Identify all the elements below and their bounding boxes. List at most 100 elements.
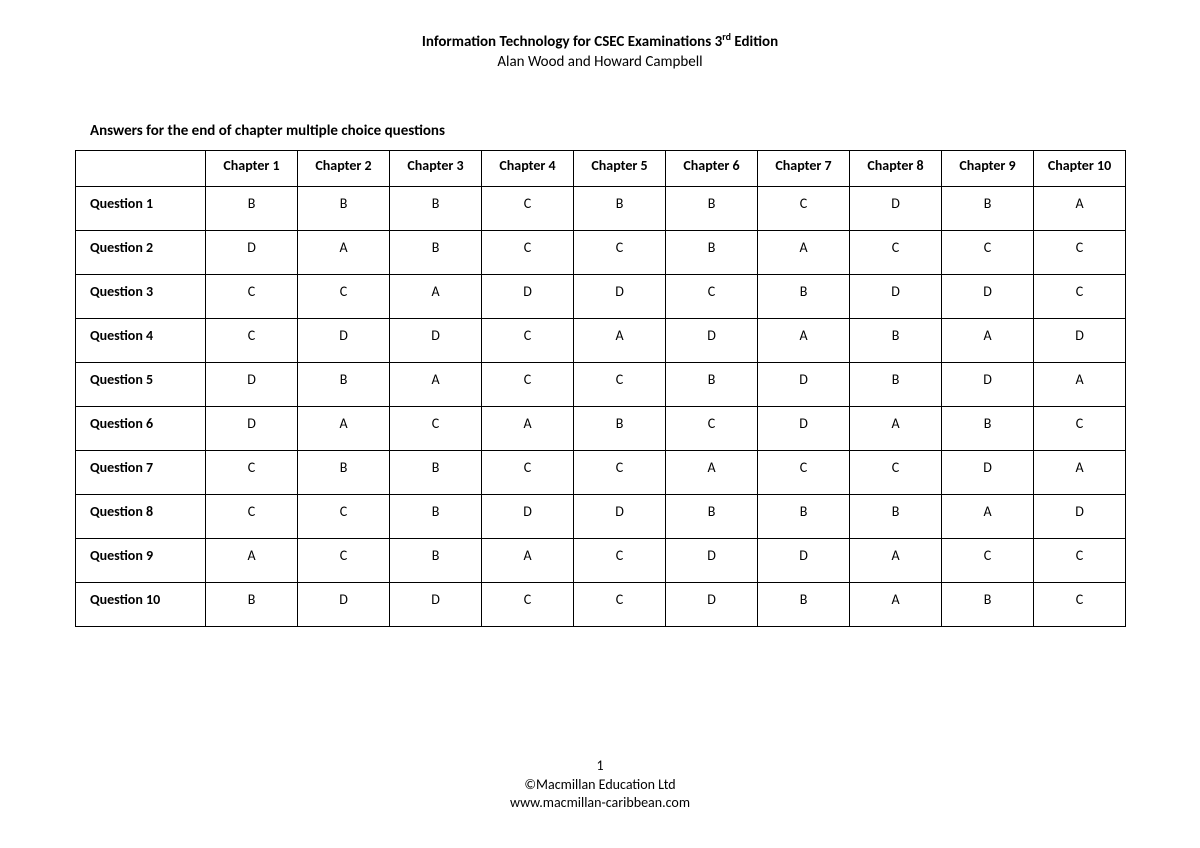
answer-cell: B: [850, 495, 942, 539]
answer-cell: A: [482, 539, 574, 583]
answer-cell: A: [298, 231, 390, 275]
answer-cell: C: [942, 539, 1034, 583]
answer-cell: A: [206, 539, 298, 583]
answer-cell: D: [206, 231, 298, 275]
answer-cell: B: [390, 495, 482, 539]
answer-cell: D: [942, 363, 1034, 407]
answer-cell: C: [482, 583, 574, 627]
answer-cell: B: [206, 187, 298, 231]
answer-cell: D: [758, 539, 850, 583]
row-label: Question 1: [76, 187, 206, 231]
answer-cell: A: [850, 539, 942, 583]
table-head: Chapter 1Chapter 2Chapter 3Chapter 4Chap…: [76, 151, 1126, 187]
answer-cell: B: [758, 275, 850, 319]
answer-cell: C: [574, 231, 666, 275]
answer-cell: B: [666, 363, 758, 407]
page-number: 1: [0, 757, 1200, 775]
answer-cell: D: [850, 187, 942, 231]
answer-cell: D: [390, 583, 482, 627]
answer-cell: A: [1034, 451, 1126, 495]
answer-cell: C: [942, 231, 1034, 275]
column-header: Chapter 8: [850, 151, 942, 187]
header-row: Chapter 1Chapter 2Chapter 3Chapter 4Chap…: [76, 151, 1126, 187]
answer-cell: D: [574, 495, 666, 539]
answer-cell: C: [482, 451, 574, 495]
column-header: Chapter 10: [1034, 151, 1126, 187]
table-row: Question 8CCBDDBBBAD: [76, 495, 1126, 539]
column-header: Chapter 6: [666, 151, 758, 187]
answer-cell: C: [1034, 407, 1126, 451]
answer-cell: A: [758, 319, 850, 363]
table-row: Question 7CBBCCACCDA: [76, 451, 1126, 495]
answer-cell: C: [1034, 231, 1126, 275]
answer-cell: C: [482, 231, 574, 275]
row-label: Question 7: [76, 451, 206, 495]
answer-cell: B: [574, 187, 666, 231]
answer-cell: C: [758, 187, 850, 231]
answer-cell: A: [1034, 187, 1126, 231]
answer-cell: C: [206, 319, 298, 363]
answer-cell: D: [1034, 319, 1126, 363]
page-footer: 1 ©Macmillan Education Ltd www.macmillan…: [0, 757, 1200, 812]
column-header: Chapter 3: [390, 151, 482, 187]
answer-cell: C: [850, 231, 942, 275]
answer-cell: C: [298, 539, 390, 583]
answer-cell: C: [574, 539, 666, 583]
answer-cell: B: [298, 451, 390, 495]
answer-cell: B: [298, 187, 390, 231]
row-label: Question 5: [76, 363, 206, 407]
answer-cell: A: [574, 319, 666, 363]
answer-cell: C: [574, 583, 666, 627]
row-label: Question 4: [76, 319, 206, 363]
book-title: Information Technology for CSEC Examinat…: [0, 30, 1200, 53]
answer-cell: A: [942, 319, 1034, 363]
title-suffix: Edition: [731, 33, 778, 51]
answer-cell: D: [1034, 495, 1126, 539]
answers-table: Chapter 1Chapter 2Chapter 3Chapter 4Chap…: [75, 150, 1126, 627]
answer-cell: B: [758, 495, 850, 539]
answer-cell: D: [666, 539, 758, 583]
answer-cell: C: [666, 407, 758, 451]
answer-cell: D: [758, 363, 850, 407]
table-row: Question 1BBBCBBCDBA: [76, 187, 1126, 231]
answer-cell: D: [942, 275, 1034, 319]
column-header: Chapter 1: [206, 151, 298, 187]
answer-cell: D: [942, 451, 1034, 495]
answer-cell: A: [850, 407, 942, 451]
answer-cell: D: [206, 363, 298, 407]
answer-cell: C: [574, 363, 666, 407]
section-heading: Answers for the end of chapter multiple …: [90, 122, 1200, 140]
answer-cell: A: [482, 407, 574, 451]
table-row: Question 2DABCCBACCC: [76, 231, 1126, 275]
footer-url: www.macmillan-caribbean.com: [0, 794, 1200, 812]
answer-cell: A: [942, 495, 1034, 539]
answer-cell: D: [298, 583, 390, 627]
answer-cell: D: [482, 495, 574, 539]
answer-cell: B: [666, 231, 758, 275]
answer-cell: A: [666, 451, 758, 495]
answer-cell: C: [390, 407, 482, 451]
answer-cell: D: [666, 319, 758, 363]
answer-cell: A: [298, 407, 390, 451]
answer-cell: C: [206, 495, 298, 539]
column-header: Chapter 5: [574, 151, 666, 187]
row-label: Question 9: [76, 539, 206, 583]
row-label: Question 2: [76, 231, 206, 275]
answer-cell: C: [1034, 583, 1126, 627]
answer-cell: B: [942, 187, 1034, 231]
answer-cell: B: [390, 451, 482, 495]
answer-cell: A: [1034, 363, 1126, 407]
answer-cell: D: [482, 275, 574, 319]
answer-cell: A: [758, 231, 850, 275]
table-body: Question 1BBBCBBCDBAQuestion 2DABCCBACCC…: [76, 187, 1126, 627]
answer-cell: B: [942, 583, 1034, 627]
answer-cell: D: [574, 275, 666, 319]
answer-cell: B: [390, 187, 482, 231]
answer-cell: D: [206, 407, 298, 451]
answer-cell: C: [482, 319, 574, 363]
answer-cell: B: [390, 539, 482, 583]
row-label: Question 3: [76, 275, 206, 319]
column-header: Chapter 9: [942, 151, 1034, 187]
answer-cell: C: [298, 275, 390, 319]
answer-cell: C: [666, 275, 758, 319]
